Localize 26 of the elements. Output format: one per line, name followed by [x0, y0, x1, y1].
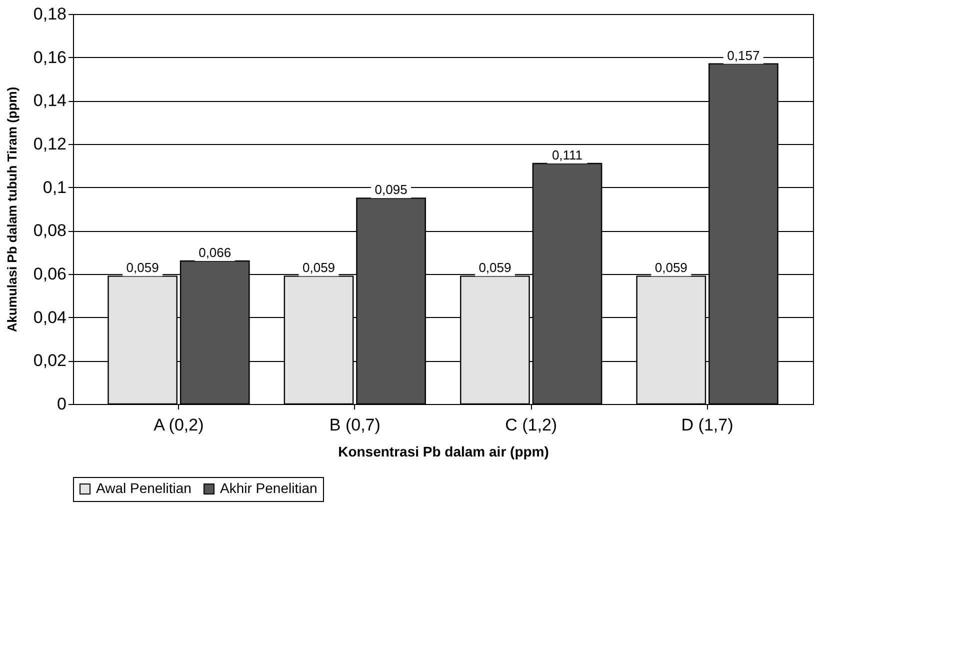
data-label: 0,059	[654, 260, 688, 276]
y-tick-label: 0,12	[33, 134, 66, 154]
y-axis-title: Akumulasi Pb dalam tubuh Tiram (ppm)	[4, 86, 20, 332]
data-label: 0,066	[198, 245, 232, 260]
y-tick-label: 0	[57, 394, 66, 414]
legend-label: Awal Penelitian	[96, 480, 192, 496]
x-tick-label: B (0,7)	[329, 416, 380, 434]
x-tick-label: A (0,2)	[154, 416, 204, 434]
data-label: 0,059	[478, 260, 512, 276]
y-tick-label: 0,06	[33, 264, 66, 284]
y-tick-label: 0,08	[33, 221, 66, 240]
data-label: 0,059	[126, 260, 159, 276]
y-tick-label: 0,04	[33, 308, 66, 327]
x-axis-title: Konsentrasi Pb dalam air (ppm)	[338, 444, 549, 460]
data-label: 0,111	[552, 148, 583, 162]
y-tick-label: 0,1	[42, 178, 66, 197]
data-label: 0,059	[302, 260, 336, 276]
legend-label: Akhir Penelitian	[220, 480, 318, 496]
x-tick-label: D (1,7)	[681, 416, 734, 434]
y-tick-label: 0,02	[33, 351, 66, 370]
data-label: 0,095	[374, 182, 408, 198]
x-tick-label: C (1,2)	[505, 416, 558, 434]
y-tick-label: 0,14	[33, 91, 66, 110]
y-tick-label: 0,16	[33, 48, 66, 67]
data-label: 0,157	[727, 48, 760, 63]
y-tick-label: 0,18	[33, 4, 66, 24]
